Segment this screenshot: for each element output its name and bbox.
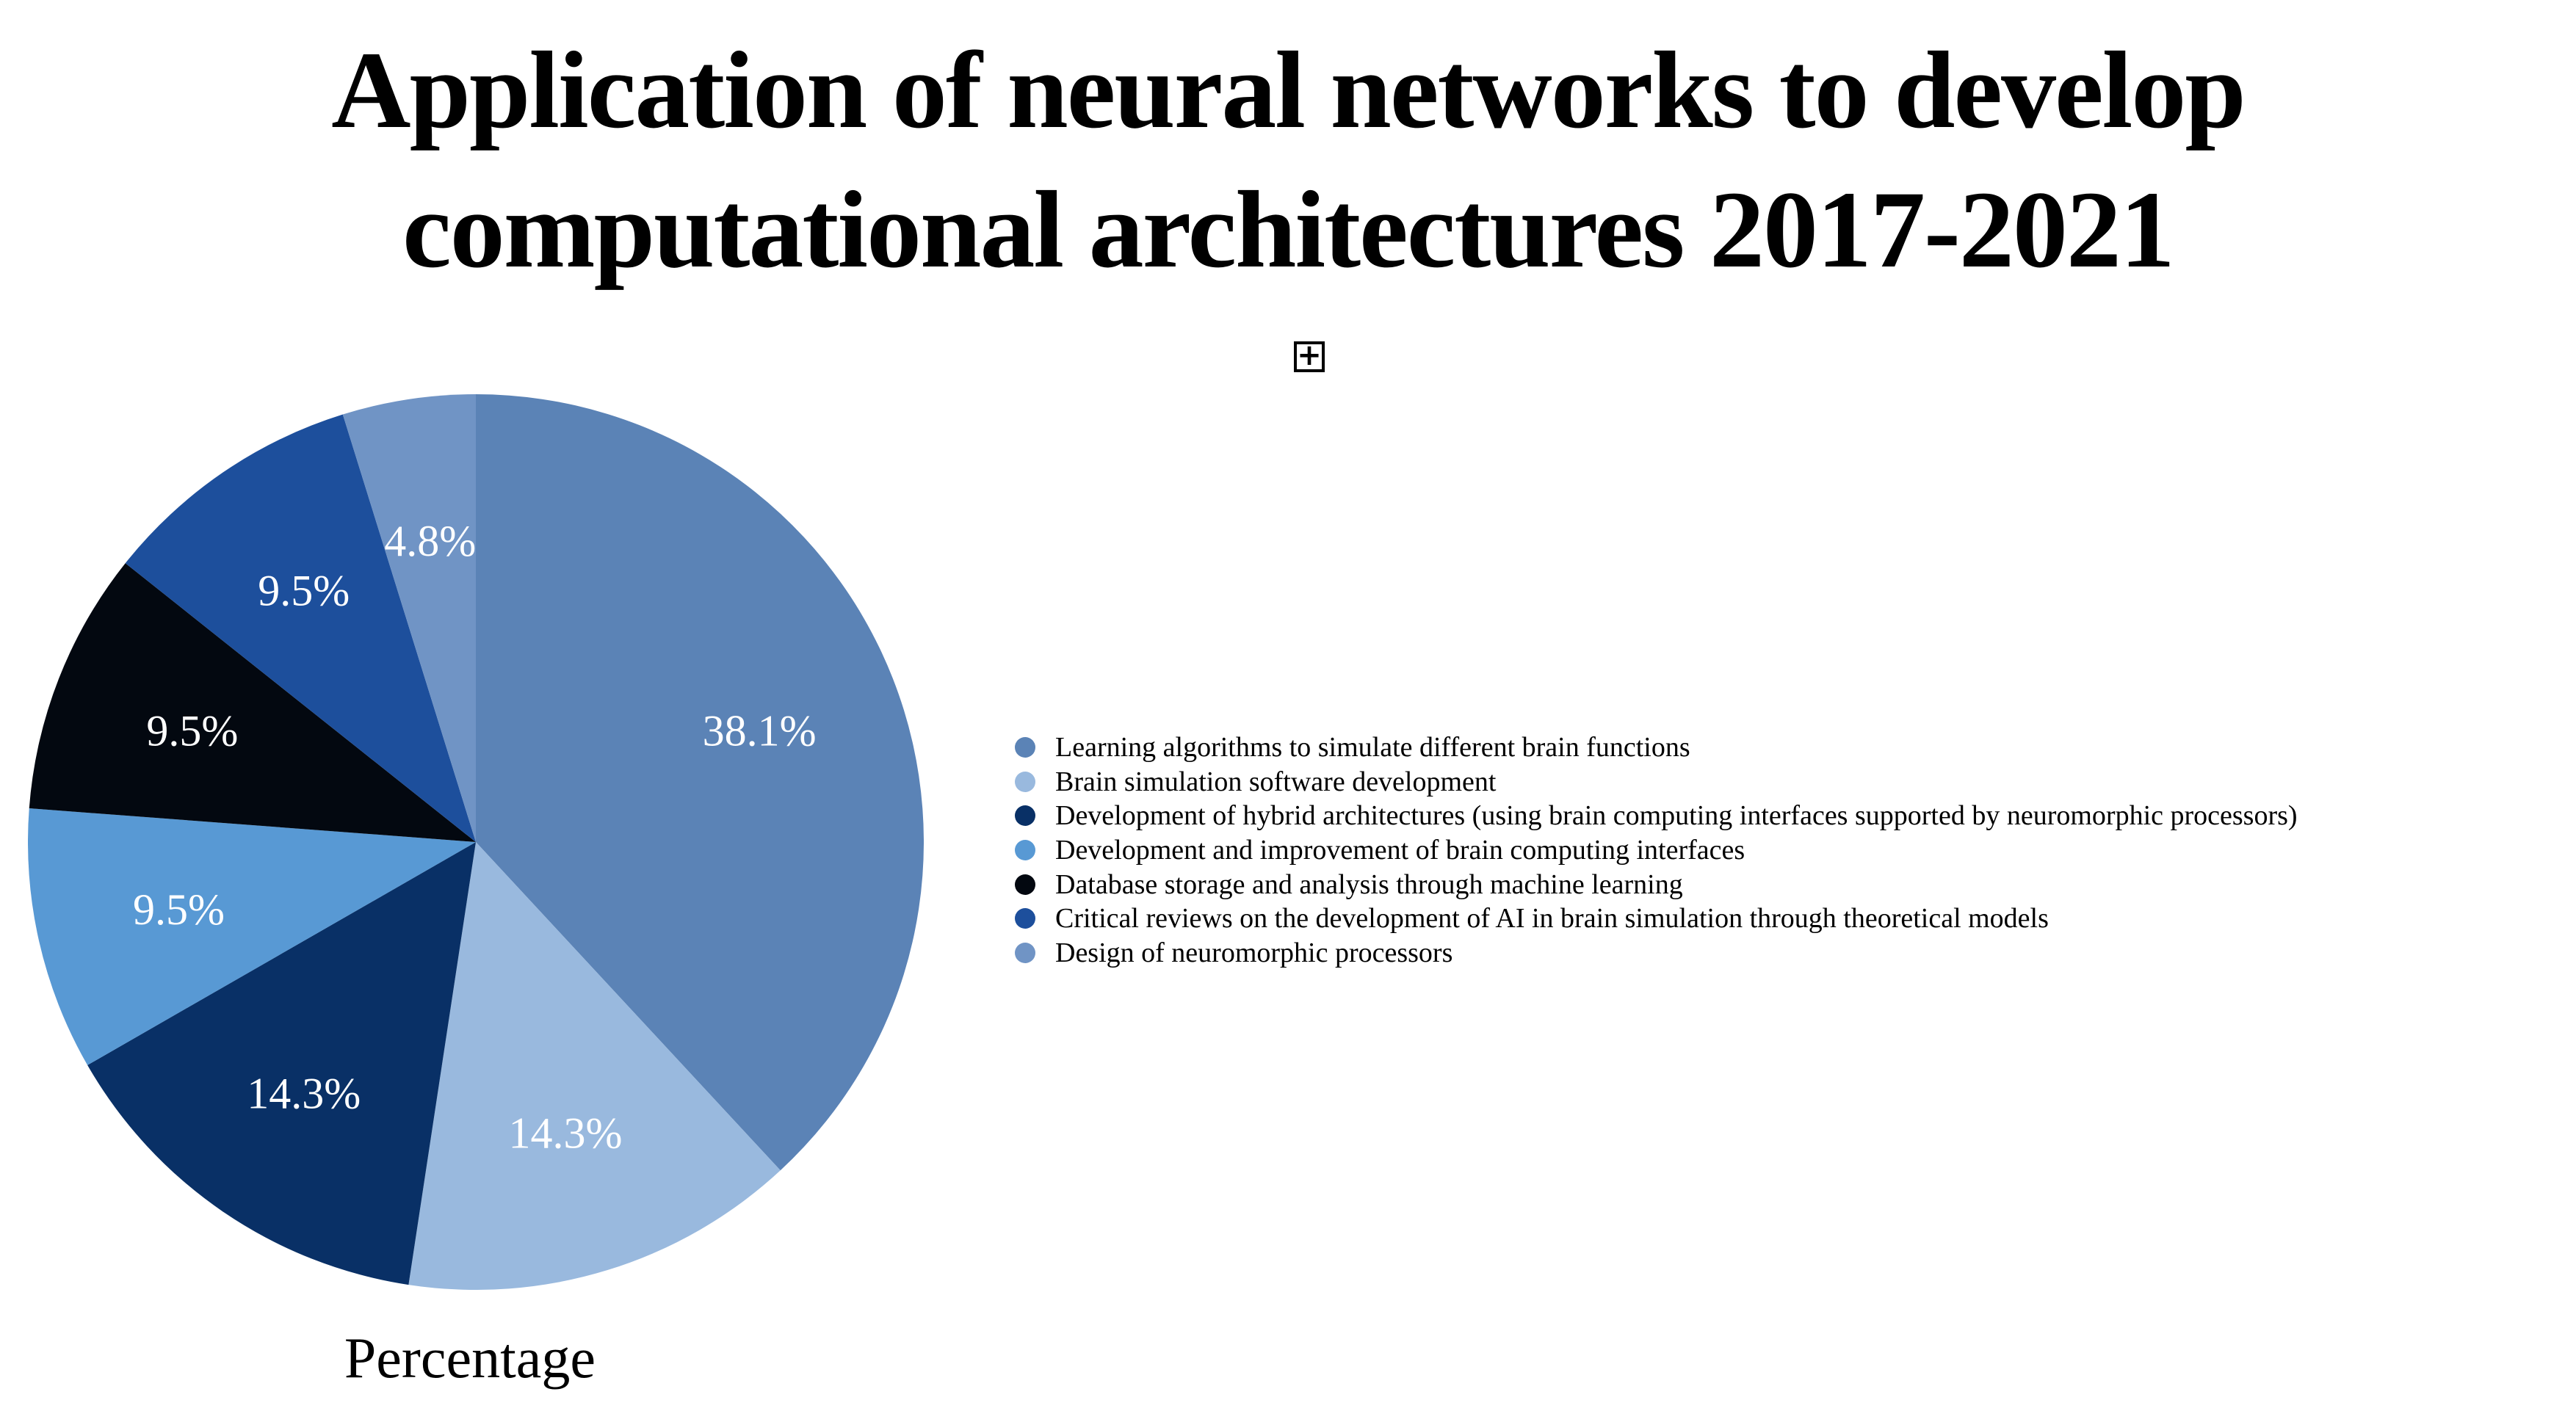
legend-swatch-icon bbox=[1015, 805, 1035, 827]
pie-slice-percentage-label: 14.3% bbox=[247, 1069, 361, 1117]
pie-slice-percentage-label: 38.1% bbox=[703, 707, 817, 755]
legend-swatch-icon bbox=[1015, 874, 1035, 895]
pie-slice-percentage-label: 14.3% bbox=[509, 1109, 623, 1158]
pie-slice bbox=[29, 563, 477, 842]
legend-label: Learning algorithms to simulate differen… bbox=[1055, 732, 1690, 763]
legend-item: Database storage and analysis through ma… bbox=[1015, 867, 2298, 902]
legend: Learning algorithms to simulate differen… bbox=[1015, 730, 2298, 970]
legend-swatch-icon bbox=[1015, 908, 1035, 929]
legend-swatch-icon bbox=[1015, 840, 1035, 861]
pie-slice-percentage-label: 9.5% bbox=[258, 567, 350, 615]
pie-slice-percentage-label: 9.5% bbox=[133, 885, 225, 934]
legend-item: Design of neuromorphic processors bbox=[1015, 936, 2298, 971]
legend-swatch-icon bbox=[1015, 771, 1035, 792]
legend-label: Development and improvement of brain com… bbox=[1055, 835, 1745, 866]
chart-title-line-2: computational architectures 2017-2021 bbox=[402, 169, 2175, 291]
pie-slice-percentage-label: 9.5% bbox=[146, 707, 238, 755]
pie-slice bbox=[125, 414, 477, 842]
pie-slice bbox=[408, 842, 781, 1290]
legend-item: Critical reviews on the development of A… bbox=[1015, 902, 2298, 936]
pie-chart: 38.1% 14.3% 14.3% 9.5% 9.5% 9.5% 4.8% bbox=[28, 394, 924, 1290]
expand-button[interactable]: + bbox=[1294, 341, 1325, 372]
legend-label: Design of neuromorphic processors bbox=[1055, 937, 1453, 968]
legend-swatch-icon bbox=[1015, 737, 1035, 758]
axis-label-percentage: Percentage bbox=[344, 1326, 596, 1390]
legend-item: Development of hybrid architectures (usi… bbox=[1015, 799, 2298, 833]
pie-slice bbox=[342, 394, 476, 842]
pie-slice-percentage-label: 4.8% bbox=[384, 517, 476, 565]
legend-swatch-icon bbox=[1015, 942, 1035, 963]
plus-icon: + bbox=[1297, 338, 1322, 372]
pie-slice bbox=[87, 842, 477, 1285]
pie-slice bbox=[476, 394, 924, 1171]
legend-label: Development of hybrid architectures (usi… bbox=[1055, 800, 2298, 832]
chart-title: Application of neural networks to develo… bbox=[0, 21, 2576, 300]
pie-slice bbox=[28, 808, 476, 1065]
legend-label: Brain simulation software development bbox=[1055, 766, 1497, 797]
legend-item: Learning algorithms to simulate differen… bbox=[1015, 730, 2298, 765]
legend-item: Brain simulation software development bbox=[1015, 765, 2298, 799]
legend-label: Critical reviews on the development of A… bbox=[1055, 903, 2049, 935]
legend-label: Database storage and analysis through ma… bbox=[1055, 868, 1683, 900]
legend-item: Development and improvement of brain com… bbox=[1015, 833, 2298, 868]
chart-title-line-1: Application of neural networks to develo… bbox=[331, 29, 2246, 151]
